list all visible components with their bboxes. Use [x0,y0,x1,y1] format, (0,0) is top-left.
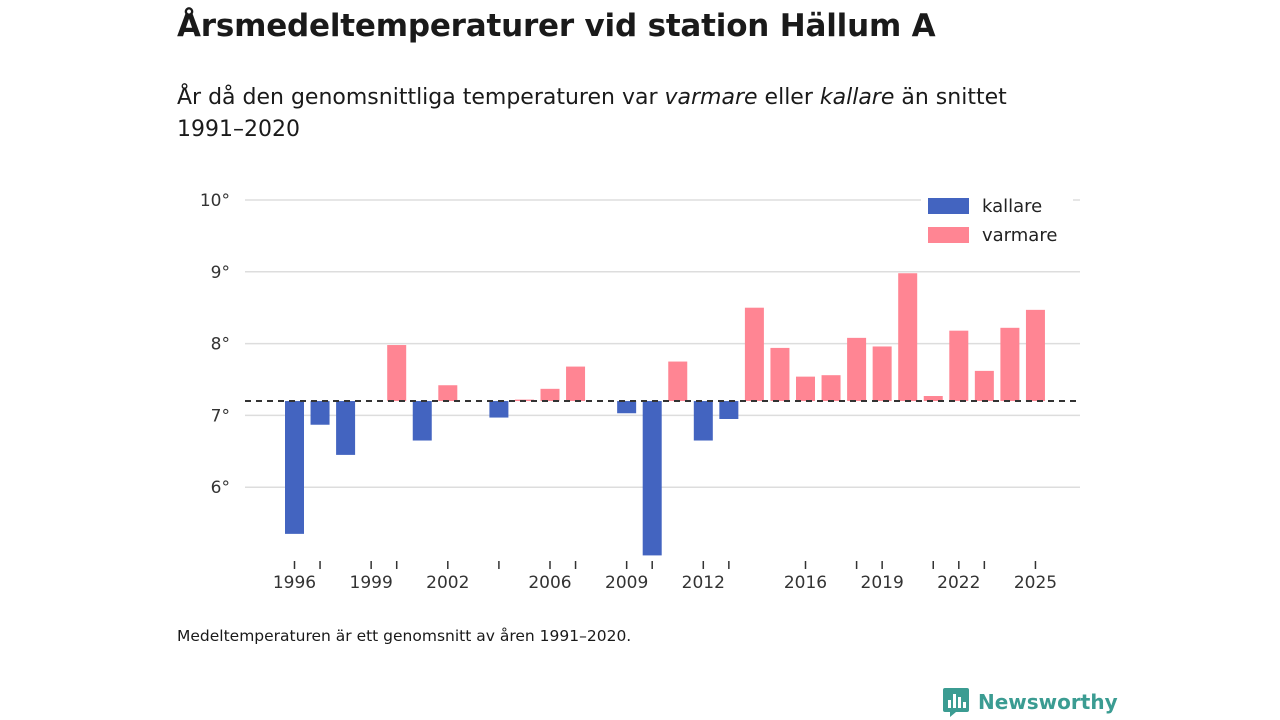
bar-warmer [923,396,943,402]
bar-chart: 6° 7° 8° 9° 10° 1996 1999 2002 2006 2009 2012 2016… [200,190,1080,593]
bar-colder [412,401,432,441]
y-tick-label: 9° [211,263,230,283]
bar-colder [336,401,356,455]
y-tick-label: 6° [211,478,230,498]
y-axis-labels: 6° 7° 8° 9° 10° [200,191,230,498]
bar-warmer [387,345,407,402]
bars [285,273,1045,556]
x-tick-label: 2006 [528,573,571,593]
legend-label-warmer: varmare [982,225,1057,246]
bar-colder [310,401,330,425]
bar-warmer [540,388,560,402]
legend-label-colder: kallare [982,196,1042,217]
bar-warmer [438,385,458,402]
x-tick-label: 2025 [1014,573,1057,593]
subtitle-cold-word: kallare [819,85,895,110]
x-tick-label: 2022 [937,573,980,593]
legend-swatch-warmer [928,227,969,243]
bar-warmer [796,376,815,402]
footnote: Medeltemperaturen är ett genomsnitt av å… [177,627,632,645]
chart-title: Årsmedeltemperaturer vid station Hällum … [177,8,936,44]
bar-warmer [770,347,790,402]
newsworthy-logo-text: Newsworthy [978,690,1118,714]
bar-colder [489,401,509,418]
chart-subtitle: År då den genomsnittliga temperaturen va… [177,82,1057,146]
x-tick-label: 1996 [273,573,316,593]
subtitle-part2: eller [757,85,820,110]
y-tick-label: 7° [211,406,230,426]
legend: kallare varmare [921,190,1073,250]
bar-warmer [744,307,764,402]
bar-warmer [847,337,867,402]
bar-warmer [1025,309,1045,402]
x-tick-label: 2009 [605,573,648,593]
bar-warmer [821,375,841,402]
bar-colder [642,401,662,556]
x-tick-label: 2019 [861,573,904,593]
bar-warmer [949,330,969,402]
x-tick-label: 2012 [682,573,725,593]
bar-colder [719,401,739,419]
bar-warmer [1000,327,1020,402]
subtitle-part3: än snittet 1991–2020 [177,85,1007,142]
newsworthy-logo-icon [943,688,969,717]
bar-warmer [668,361,688,402]
bar-warmer [898,273,918,402]
bar-warmer [566,366,586,402]
x-tick-label: 1999 [350,573,393,593]
subtitle-warm-word: varmare [664,85,758,110]
bar-warmer [974,370,994,402]
x-axis: 1996 1999 2002 2006 2009 2012 2016 2019 2022 2025 [273,561,1057,593]
bar-warmer [872,346,892,402]
y-tick-label: 10° [200,191,230,211]
bar-colder [285,401,304,534]
y-gridlines [245,199,1080,488]
newsworthy-logo: Newsworthy [942,686,1118,718]
bar-colder [693,401,713,441]
x-tick-label: 2002 [426,573,469,593]
y-tick-label: 8° [211,335,230,355]
subtitle-part1: År då den genomsnittliga temperaturen va… [177,85,665,110]
x-tick-label: 2016 [784,573,827,593]
bar-colder [617,401,637,414]
legend-swatch-colder [928,198,969,214]
